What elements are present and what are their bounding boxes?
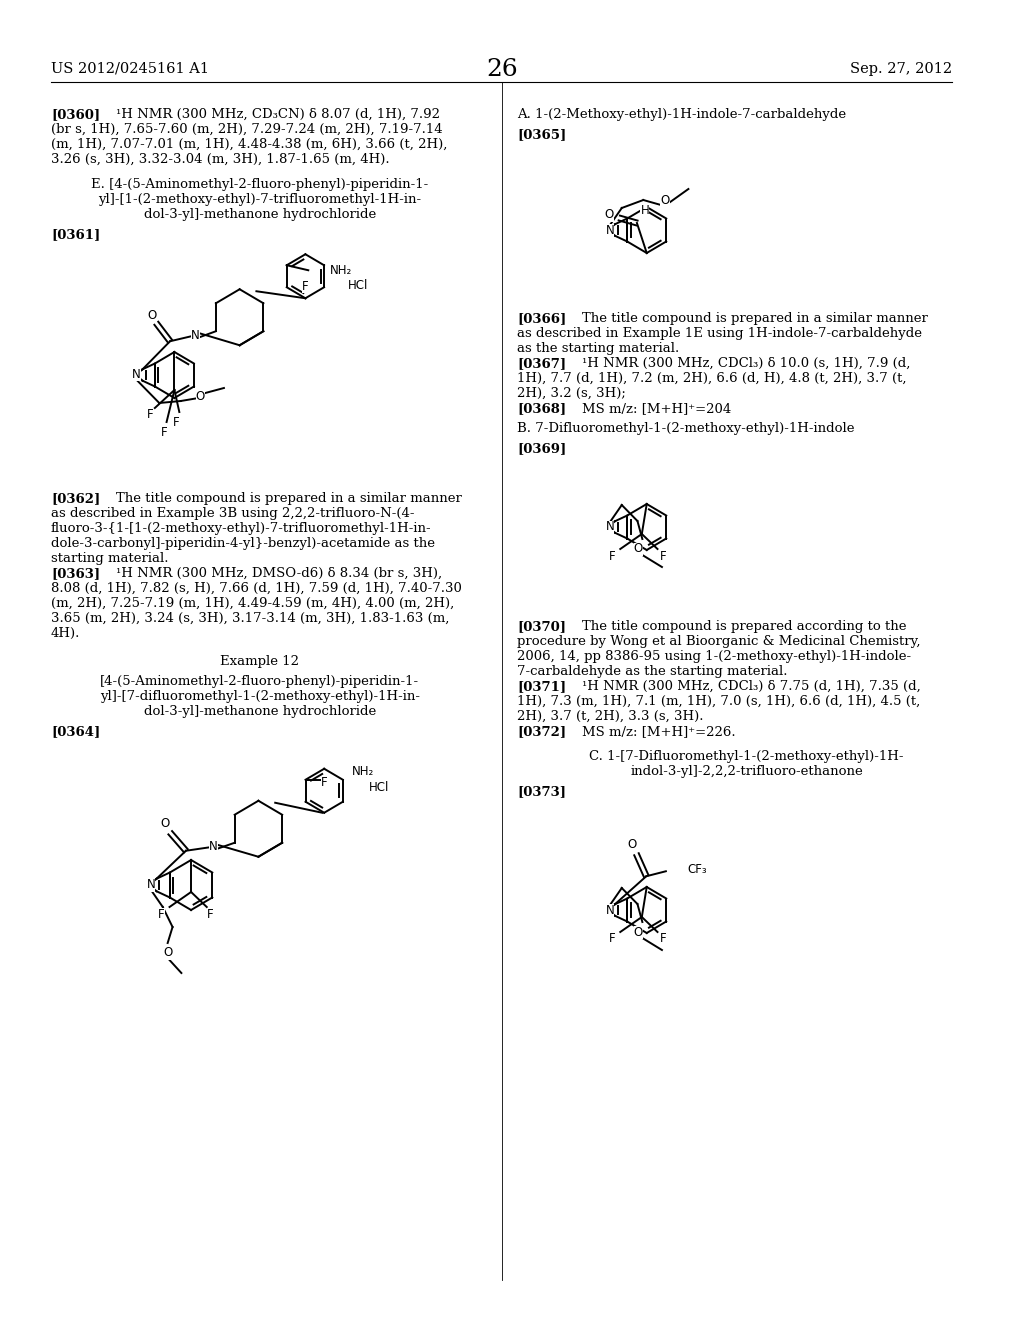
Text: fluoro-3-{1-[1-(2-methoxy-ethyl)-7-trifluoromethyl-1H-in-: fluoro-3-{1-[1-(2-methoxy-ethyl)-7-trifl…	[51, 521, 431, 535]
Text: [0363]: [0363]	[51, 568, 100, 579]
Text: H: H	[640, 205, 649, 218]
Text: [0373]: [0373]	[517, 785, 566, 799]
Text: 26: 26	[485, 58, 517, 81]
Text: N: N	[146, 879, 156, 891]
Text: F: F	[159, 908, 165, 920]
Text: as described in Example 1E using 1H-indole-7-carbaldehyde: as described in Example 1E using 1H-indo…	[517, 327, 923, 341]
Text: 7-carbaldehyde as the starting material.: 7-carbaldehyde as the starting material.	[517, 665, 787, 678]
Text: [0370]: [0370]	[517, 620, 566, 634]
Text: Sep. 27, 2012: Sep. 27, 2012	[850, 62, 952, 77]
Text: (m, 2H), 7.25-7.19 (m, 1H), 4.49-4.59 (m, 4H), 4.00 (m, 2H),: (m, 2H), 7.25-7.19 (m, 1H), 4.49-4.59 (m…	[51, 597, 455, 610]
Text: [0367]: [0367]	[517, 356, 566, 370]
Text: F: F	[162, 426, 168, 440]
Text: O: O	[605, 209, 614, 222]
Text: The title compound is prepared in a similar manner: The title compound is prepared in a simi…	[582, 312, 928, 325]
Text: starting material.: starting material.	[51, 552, 169, 565]
Text: [0372]: [0372]	[517, 725, 566, 738]
Text: ¹H NMR (300 MHz, CDCl₃) δ 10.0 (s, 1H), 7.9 (d,: ¹H NMR (300 MHz, CDCl₃) δ 10.0 (s, 1H), …	[582, 356, 910, 370]
Text: F: F	[173, 416, 179, 429]
Text: N: N	[209, 841, 218, 853]
Text: [0362]: [0362]	[51, 492, 100, 506]
Text: procedure by Wong et al Bioorganic & Medicinal Chemistry,: procedure by Wong et al Bioorganic & Med…	[517, 635, 921, 648]
Text: F: F	[609, 549, 615, 562]
Text: [0369]: [0369]	[517, 442, 566, 455]
Text: US 2012/0245161 A1: US 2012/0245161 A1	[51, 62, 209, 77]
Text: 2H), 3.2 (s, 3H);: 2H), 3.2 (s, 3H);	[517, 387, 627, 400]
Text: C. 1-[7-Difluoromethyl-1-(2-methoxy-ethyl)-1H-: C. 1-[7-Difluoromethyl-1-(2-methoxy-ethy…	[590, 750, 904, 763]
Text: O: O	[634, 543, 643, 556]
Text: [4-(5-Aminomethyl-2-fluoro-phenyl)-piperidin-1-: [4-(5-Aminomethyl-2-fluoro-phenyl)-piper…	[100, 675, 419, 688]
Text: F: F	[609, 932, 615, 945]
Text: yl]-[7-difluoromethyl-1-(2-methoxy-ethyl)-1H-in-: yl]-[7-difluoromethyl-1-(2-methoxy-ethyl…	[99, 690, 420, 704]
Text: 3.26 (s, 3H), 3.32-3.04 (m, 3H), 1.87-1.65 (m, 4H).: 3.26 (s, 3H), 3.32-3.04 (m, 3H), 1.87-1.…	[51, 153, 389, 166]
Text: F: F	[660, 549, 667, 562]
Text: ¹H NMR (300 MHz, CDCl₃) δ 7.75 (d, 1H), 7.35 (d,: ¹H NMR (300 MHz, CDCl₃) δ 7.75 (d, 1H), …	[582, 680, 921, 693]
Text: ¹H NMR (300 MHz, CD₃CN) δ 8.07 (d, 1H), 7.92: ¹H NMR (300 MHz, CD₃CN) δ 8.07 (d, 1H), …	[116, 108, 439, 121]
Text: O: O	[161, 817, 170, 830]
Text: B. 7-Difluoromethyl-1-(2-methoxy-ethyl)-1H-indole: B. 7-Difluoromethyl-1-(2-methoxy-ethyl)-…	[517, 422, 855, 436]
Text: as the starting material.: as the starting material.	[517, 342, 680, 355]
Text: A. 1-(2-Methoxy-ethyl)-1H-indole-7-carbaldehyde: A. 1-(2-Methoxy-ethyl)-1H-indole-7-carba…	[517, 108, 847, 121]
Text: O: O	[660, 194, 670, 207]
Text: MS m/z: [M+H]⁺=204: MS m/z: [M+H]⁺=204	[582, 403, 731, 414]
Text: The title compound is prepared in a similar manner: The title compound is prepared in a simi…	[116, 492, 462, 506]
Text: ¹H NMR (300 MHz, DMSO-d6) δ 8.34 (br s, 3H),: ¹H NMR (300 MHz, DMSO-d6) δ 8.34 (br s, …	[116, 568, 441, 579]
Text: N: N	[132, 367, 141, 380]
Text: [0366]: [0366]	[517, 312, 566, 325]
Text: 2H), 3.7 (t, 2H), 3.3 (s, 3H).: 2H), 3.7 (t, 2H), 3.3 (s, 3H).	[517, 710, 703, 723]
Text: F: F	[321, 776, 328, 789]
Text: F: F	[208, 908, 214, 920]
Text: 1H), 7.3 (m, 1H), 7.1 (m, 1H), 7.0 (s, 1H), 6.6 (d, 1H), 4.5 (t,: 1H), 7.3 (m, 1H), 7.1 (m, 1H), 7.0 (s, 1…	[517, 696, 921, 708]
Text: O: O	[634, 925, 643, 939]
Text: F: F	[302, 280, 308, 293]
Text: O: O	[163, 946, 172, 960]
Text: NH₂: NH₂	[330, 264, 352, 277]
Text: [0360]: [0360]	[51, 108, 100, 121]
Text: O: O	[196, 389, 205, 403]
Text: [0361]: [0361]	[51, 228, 100, 242]
Text: N: N	[191, 329, 200, 342]
Text: [0365]: [0365]	[517, 128, 566, 141]
Text: dol-3-yl]-methanone hydrochloride: dol-3-yl]-methanone hydrochloride	[143, 209, 376, 220]
Text: (br s, 1H), 7.65-7.60 (m, 2H), 7.29-7.24 (m, 2H), 7.19-7.14: (br s, 1H), 7.65-7.60 (m, 2H), 7.29-7.24…	[51, 123, 442, 136]
Text: The title compound is prepared according to the: The title compound is prepared according…	[582, 620, 906, 634]
Text: N: N	[605, 520, 614, 533]
Text: dole-3-carbonyl]-piperidin-4-yl}-benzyl)-acetamide as the: dole-3-carbonyl]-piperidin-4-yl}-benzyl)…	[51, 537, 435, 550]
Text: 8.08 (d, 1H), 7.82 (s, H), 7.66 (d, 1H), 7.59 (d, 1H), 7.40-7.30: 8.08 (d, 1H), 7.82 (s, H), 7.66 (d, 1H),…	[51, 582, 462, 595]
Text: 3.65 (m, 2H), 3.24 (s, 3H), 3.17-3.14 (m, 3H), 1.83-1.63 (m,: 3.65 (m, 2H), 3.24 (s, 3H), 3.17-3.14 (m…	[51, 612, 450, 624]
Text: indol-3-yl]-2,2,2-trifluoro-ethanone: indol-3-yl]-2,2,2-trifluoro-ethanone	[631, 766, 863, 777]
Text: NH₂: NH₂	[351, 766, 374, 779]
Text: MS m/z: [M+H]⁺=226.: MS m/z: [M+H]⁺=226.	[582, 725, 735, 738]
Text: HCl: HCl	[370, 781, 389, 795]
Text: Example 12: Example 12	[220, 655, 299, 668]
Text: HCl: HCl	[347, 279, 368, 292]
Text: O: O	[147, 309, 157, 322]
Text: 1H), 7.7 (d, 1H), 7.2 (m, 2H), 6.6 (d, H), 4.8 (t, 2H), 3.7 (t,: 1H), 7.7 (d, 1H), 7.2 (m, 2H), 6.6 (d, H…	[517, 372, 907, 385]
Text: N: N	[605, 903, 614, 916]
Text: yl]-[1-(2-methoxy-ethyl)-7-trifluoromethyl-1H-in-: yl]-[1-(2-methoxy-ethyl)-7-trifluorometh…	[98, 193, 421, 206]
Text: [0368]: [0368]	[517, 403, 566, 414]
Text: O: O	[627, 838, 636, 851]
Text: N: N	[605, 223, 614, 236]
Text: E. [4-(5-Aminomethyl-2-fluoro-phenyl)-piperidin-1-: E. [4-(5-Aminomethyl-2-fluoro-phenyl)-pi…	[91, 178, 428, 191]
Text: dol-3-yl]-methanone hydrochloride: dol-3-yl]-methanone hydrochloride	[143, 705, 376, 718]
Text: 4H).: 4H).	[51, 627, 80, 640]
Text: as described in Example 3B using 2,2,2-trifluoro-N-(4-: as described in Example 3B using 2,2,2-t…	[51, 507, 415, 520]
Text: F: F	[660, 932, 667, 945]
Text: 2006, 14, pp 8386-95 using 1-(2-methoxy-ethyl)-1H-indole-: 2006, 14, pp 8386-95 using 1-(2-methoxy-…	[517, 649, 911, 663]
Text: CF₃: CF₃	[687, 863, 707, 875]
Text: (m, 1H), 7.07-7.01 (m, 1H), 4.48-4.38 (m, 6H), 3.66 (t, 2H),: (m, 1H), 7.07-7.01 (m, 1H), 4.48-4.38 (m…	[51, 139, 447, 150]
Text: [0364]: [0364]	[51, 725, 100, 738]
Text: [0371]: [0371]	[517, 680, 566, 693]
Text: F: F	[146, 408, 154, 421]
